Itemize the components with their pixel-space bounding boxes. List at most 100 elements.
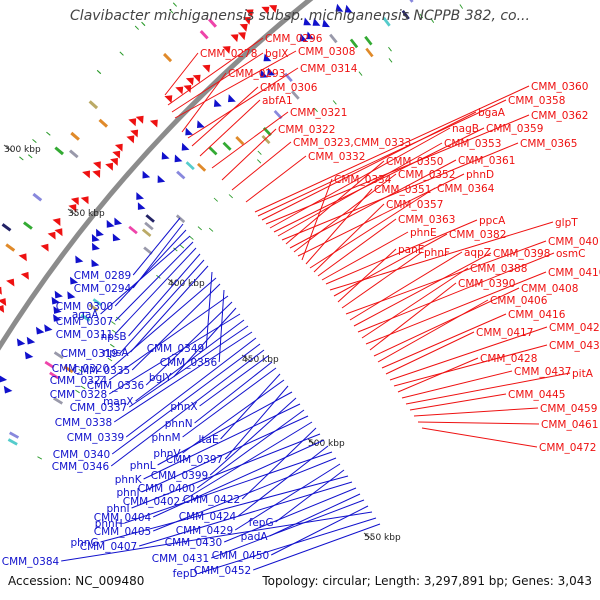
gene-feature-arrow: [26, 336, 36, 345]
reverse-gene-label: CMM_0384: [2, 556, 60, 568]
gene-feature-arrow: [91, 259, 100, 267]
feature-block: [9, 431, 20, 439]
forward-gene-label: CMM_0351: [374, 184, 431, 196]
feature-block: [199, 30, 209, 40]
leader-line: [130, 265, 209, 353]
gene-feature-arrow: [82, 170, 90, 179]
reverse-gene-label: npsA: [103, 347, 130, 359]
gene-feature-arrow: [112, 233, 121, 242]
forward-gene-label: CMM_0410: [548, 267, 600, 279]
feature-block: [32, 139, 37, 143]
leader-line: [309, 187, 436, 269]
reverse-gene-label: CMM_0399: [151, 470, 208, 482]
gene-labels: CMM_0278 CMM_0296 bglX CMM_0308 CMM_0293 CMM_…: [2, 33, 600, 580]
reverse-gene-label: CMM_0307: [56, 316, 113, 328]
reverse-gene-label: manX: [103, 396, 134, 408]
leader-line: [329, 221, 554, 291]
forward-gene-label: CMM_0406: [490, 295, 548, 307]
leader-line: [61, 511, 373, 562]
feature-block: [44, 360, 55, 369]
gene-feature-arrow: [242, 17, 251, 25]
feature-block: [179, 244, 185, 249]
forward-gene-label: CMM_0390: [458, 278, 515, 290]
gene-feature-arrow: [53, 306, 62, 314]
reverse-gene-label: CMM_0400: [138, 483, 195, 495]
feature-block: [169, 9, 174, 14]
feature-block: [19, 156, 24, 161]
leader-line: [164, 52, 199, 96]
forward-gene-label: phnD: [466, 169, 494, 181]
leader-line: [237, 445, 329, 517]
feature-block: [208, 146, 218, 156]
leader-line: [369, 282, 457, 351]
genome-backbone: [0, 0, 314, 351]
leader-line: [277, 142, 443, 237]
gene-feature-arrow: [40, 243, 49, 252]
reverse-gene-label: phnN: [165, 418, 193, 430]
leader-line: [333, 233, 448, 297]
leader-line: [313, 203, 385, 273]
forward-gene-label: CMM_0427: [549, 322, 600, 334]
leader-line: [305, 188, 373, 265]
feature-block: [388, 46, 392, 52]
feature-block: [37, 456, 43, 460]
leader-line: [111, 343, 261, 455]
forward-gene-label: aqpZ: [464, 247, 491, 259]
leader-line: [100, 475, 349, 543]
feature-block: [53, 351, 64, 360]
leader-line: [209, 397, 297, 476]
feature-block: [197, 226, 202, 231]
feature-block: [119, 51, 124, 56]
forward-gene-label: CMM_0398: [493, 248, 550, 260]
reverse-gene-label: CMM_0407: [80, 541, 137, 553]
reverse-gene-label: CMM_0319: [61, 348, 118, 360]
leader-line: [199, 517, 377, 574]
gene-feature-arrow: [128, 118, 137, 127]
leader-line: [285, 160, 385, 245]
gene-feature-arrow: [344, 4, 353, 13]
gene-feature-arrow: [202, 64, 211, 73]
map-title: Clavibacter michiganensis subsp. michiga…: [70, 8, 530, 24]
gene-feature-arrow: [306, 31, 315, 40]
gene-feature-arrow: [112, 150, 121, 159]
gene-feature-arrow: [54, 228, 63, 237]
tick-label: 300 kbp: [4, 145, 41, 155]
gene-feature-arrow: [185, 77, 194, 86]
reverse-gene-label: CMM_0294: [74, 283, 132, 295]
leader-line: [153, 457, 337, 532]
leader-line: [114, 241, 194, 322]
leader-line: [194, 361, 273, 424]
leader-line: [141, 415, 309, 493]
feature-block: [329, 33, 338, 44]
leader-line: [269, 493, 361, 537]
forward-gene-label: bglX: [265, 48, 288, 60]
gene-feature-arrow: [24, 351, 34, 360]
gene-feature-arrow: [322, 19, 330, 28]
forward-gene-label: CMM_0363: [398, 214, 455, 226]
tick-label: 400 kbp: [168, 279, 205, 289]
feature-block: [257, 150, 262, 155]
tick-mark: [167, 278, 177, 286]
leader-line: [275, 469, 345, 523]
forward-gene-label: CMM_0293: [228, 68, 285, 80]
feature-block: [107, 357, 113, 362]
feature-block: [88, 100, 99, 110]
leader-line: [401, 370, 513, 399]
reverse-gene-label: agaA: [72, 309, 100, 321]
feature-block: [291, 90, 300, 100]
forward-gene-label: abfA1: [262, 95, 293, 107]
leader-line: [187, 67, 299, 139]
leader-line: [191, 86, 259, 147]
leader-line: [381, 313, 507, 369]
feature-block: [235, 136, 245, 146]
feature-block: [63, 365, 74, 374]
leader-line: [220, 373, 281, 440]
gene-feature-arrow: [228, 94, 236, 103]
reverse-gene-label: phnJ: [117, 487, 140, 499]
forward-gene-label: CMM_0334: [334, 174, 392, 186]
tick-mark: [67, 208, 77, 216]
leader-line: [377, 299, 489, 363]
feature-block: [144, 221, 154, 231]
feature-block: [54, 146, 64, 156]
forward-gene-label: CMM_0388: [470, 263, 527, 275]
